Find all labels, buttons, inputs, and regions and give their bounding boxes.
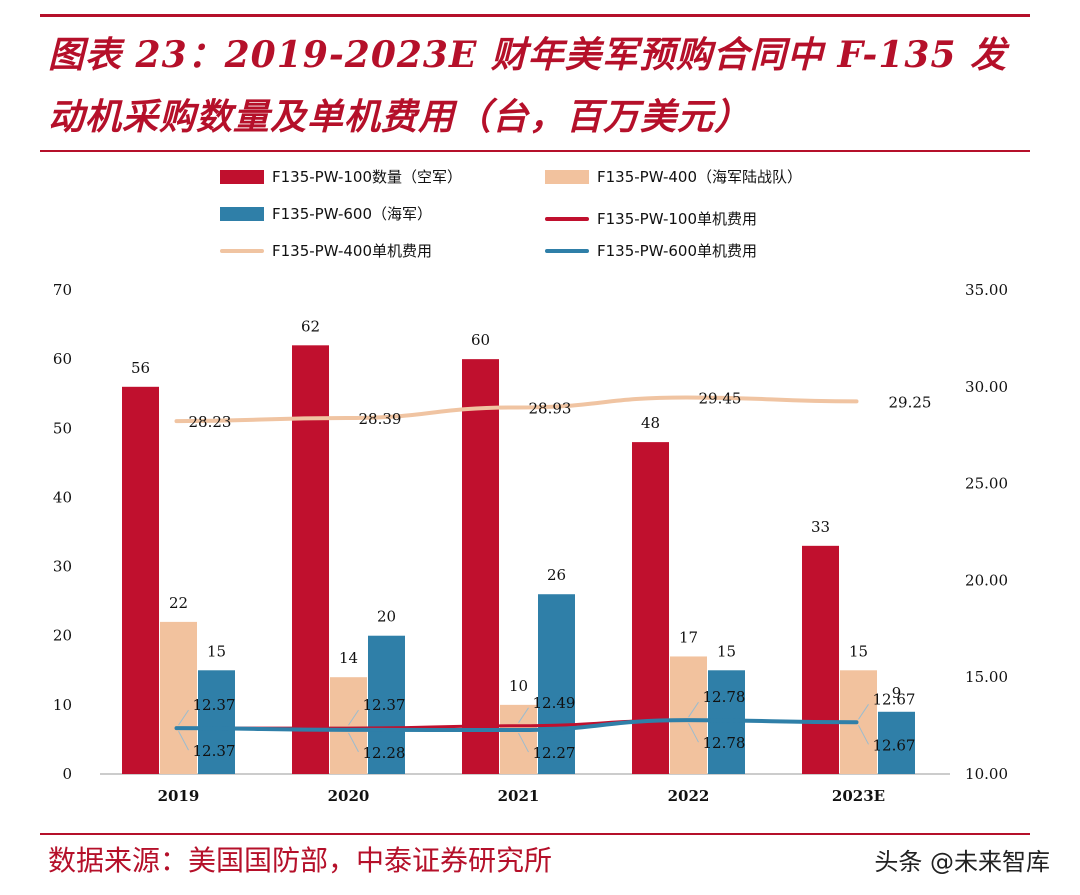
x-category-label: 2020: [328, 787, 370, 805]
legend-label: F135-PW-400（海军陆战队）: [597, 168, 802, 186]
bar-pw100-qty: [802, 545, 839, 774]
bar-pw400-qty: [330, 677, 367, 774]
legend-item-pw600-cost: F135-PW-600单机费用: [545, 240, 757, 261]
leader-line: [518, 707, 529, 724]
leader-line: [178, 709, 189, 726]
y-left-tick-label: 50: [53, 419, 72, 437]
bar-data-label: 9: [892, 684, 902, 702]
legend-item-pw600-qty: F135-PW-600（海军）: [220, 203, 432, 224]
bar-pw600-qty: [368, 635, 405, 774]
y-left-tick-label: 70: [53, 281, 72, 299]
legend-item-pw100-cost: F135-PW-100单机费用: [545, 208, 757, 229]
legend-item-pw400-cost: F135-PW-400单机费用: [220, 240, 432, 261]
y-left-tick-label: 30: [53, 558, 72, 576]
bar-data-label: 26: [547, 566, 566, 584]
x-category-label: 2023E: [832, 787, 885, 805]
chart-title: 图表 23：2019-2023E 财年美军预购合同中 F-135 发动机采购数量…: [48, 34, 1008, 138]
leader-line: [178, 730, 189, 751]
legend-swatch-pw400-qty: [545, 169, 589, 184]
leader-line: [688, 701, 699, 718]
bar-pw100-qty: [122, 386, 159, 774]
bar-data-label: 22: [169, 594, 188, 612]
bar-pw600-qty: [538, 594, 575, 774]
line-data-label-pw600: 12.28: [363, 744, 406, 762]
bar-data-label: 15: [849, 642, 868, 660]
bar-data-label: 15: [207, 642, 226, 660]
line-data-label-pw400: 29.45: [699, 389, 742, 407]
line-data-label-pw400: 29.25: [889, 393, 932, 411]
line-data-label-pw100: 12.37: [363, 696, 406, 714]
y-right-tick-label: 10.00: [965, 765, 1008, 783]
bar-pw600-qty: [198, 670, 235, 774]
line-pw600-cost: [174, 718, 859, 733]
bar-pw100-qty: [462, 359, 499, 774]
legend-swatch-pw100-qty: [220, 169, 264, 184]
bar-pw400-qty: [500, 704, 537, 774]
line-data-label-pw100: 12.78: [703, 688, 746, 706]
x-category-label: 2021: [498, 787, 540, 805]
y-left-tick-label: 60: [53, 350, 72, 368]
y-left-tick-label: 0: [62, 765, 72, 783]
line-data-label-pw100: 12.67: [873, 690, 916, 708]
bar-pw600-qty: [878, 711, 915, 774]
line-data-label-pw600: 12.27: [533, 744, 576, 762]
legend-swatch-pw100-cost: [545, 216, 589, 221]
legend-label: F135-PW-100数量（空军）: [272, 168, 462, 186]
line-data-label-pw600: 12.67: [873, 736, 916, 754]
y-right-tick-label: 25.00: [965, 475, 1008, 493]
line-data-label-pw100: 12.37: [193, 696, 236, 714]
title-top-rule: [40, 14, 1030, 17]
bar-pw100-qty: [292, 345, 329, 774]
bar-data-label: 56: [131, 359, 150, 377]
legend-swatch-pw600-cost: [545, 248, 589, 253]
line-data-label-pw400: 28.39: [359, 410, 402, 428]
bar-data-label: 33: [811, 518, 830, 536]
x-category-label: 2019: [158, 787, 200, 805]
bar-data-label: 60: [471, 331, 490, 349]
y-left-tick-label: 40: [53, 488, 72, 506]
bar-data-label: 17: [679, 628, 698, 646]
y-left-tick-label: 20: [53, 627, 72, 645]
legend-item-pw100-qty: F135-PW-100数量（空军）: [220, 166, 462, 187]
source-rule: [40, 833, 1030, 835]
leader-line: [688, 722, 699, 743]
y-right-tick-label: 20.00: [965, 571, 1008, 589]
line-pw400-cost: [174, 395, 859, 424]
legend-swatch-pw400-cost: [220, 248, 264, 253]
y-right-tick-label: 15.00: [965, 668, 1008, 686]
bar-data-label: 62: [301, 317, 320, 335]
line-data-label-pw400: 28.23: [189, 413, 232, 431]
source-note: 数据来源：美国国防部，中泰证券研究所: [48, 844, 553, 877]
legend-label: F135-PW-100单机费用: [597, 210, 757, 228]
legend-label: F135-PW-600（海军）: [272, 205, 432, 223]
bar-data-label: 20: [377, 608, 396, 626]
x-category-label: 2022: [668, 787, 710, 805]
y-left-tick-label: 10: [53, 696, 72, 714]
leader-line: [348, 732, 359, 753]
bar-pw100-qty: [632, 442, 669, 774]
legend-label: F135-PW-400单机费用: [272, 242, 432, 260]
legend-item-pw400-qty: F135-PW-400（海军陆战队）: [545, 166, 802, 187]
bar-pw400-qty: [670, 656, 707, 774]
leader-line: [858, 704, 869, 720]
y-right-tick-label: 35.00: [965, 281, 1008, 299]
line-data-label-pw600: 12.78: [703, 734, 746, 752]
line-data-label-pw400: 28.93: [529, 400, 572, 418]
leader-line: [858, 725, 869, 745]
legend-label: F135-PW-600单机费用: [597, 242, 757, 260]
line-data-label-pw100: 12.49: [533, 694, 576, 712]
bar-data-label: 10: [509, 677, 528, 695]
bar-pw400-qty: [160, 621, 197, 774]
legend-swatch-pw600-qty: [220, 206, 264, 221]
leader-line: [348, 709, 359, 726]
title-bottom-rule: [40, 150, 1030, 152]
bar-data-label: 15: [717, 642, 736, 660]
watermark: 头条 @未来智库: [874, 848, 1050, 876]
leader-line: [518, 732, 529, 753]
bar-data-label: 14: [339, 649, 358, 667]
bar-data-label: 48: [641, 414, 660, 432]
line-data-label-pw600: 12.37: [193, 742, 236, 760]
y-right-tick-label: 30.00: [965, 378, 1008, 396]
